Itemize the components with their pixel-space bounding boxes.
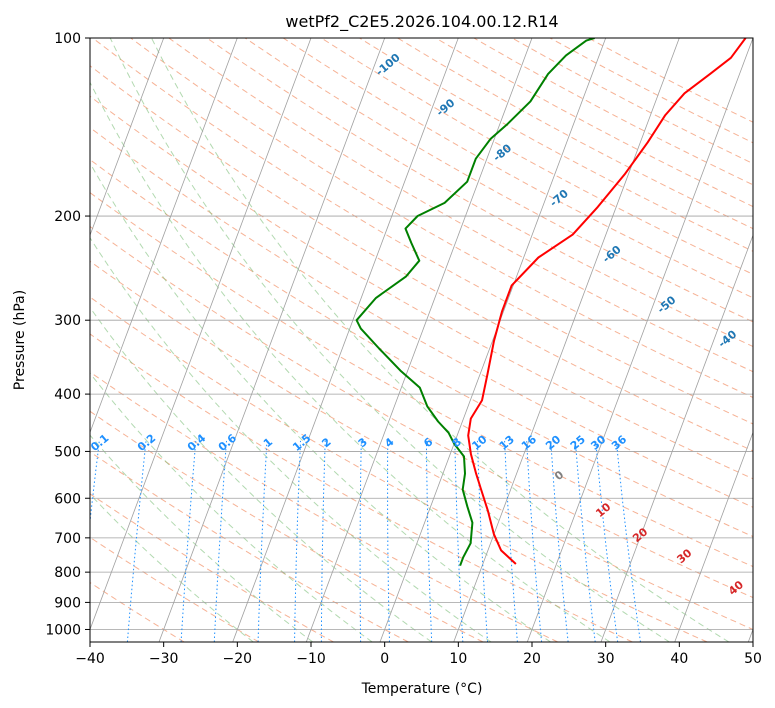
isotherm-line xyxy=(90,38,312,631)
plot-frame xyxy=(89,37,754,643)
x-axis: −40 −30 −20 −10 0 10 20 30 40 50 xyxy=(75,642,762,667)
y-tick-label: 200 xyxy=(54,209,81,225)
mixing-ratio-line xyxy=(213,440,227,642)
dry-adiabat-line xyxy=(90,192,753,568)
dry-adiabat-line xyxy=(244,38,753,323)
mixing-ratio-line xyxy=(476,440,489,642)
isotherm-line xyxy=(90,38,238,434)
dry-adiabat-line xyxy=(130,38,753,399)
x-tick-label: −40 xyxy=(75,651,105,667)
isotherm-line xyxy=(379,38,607,642)
moist-adiabat-line xyxy=(90,162,551,642)
mixing-ratio-line xyxy=(126,440,147,642)
moist-adiabat-line xyxy=(109,38,670,642)
dry-adiabat-line xyxy=(90,126,753,508)
x-tick-label: 0 xyxy=(380,651,389,667)
x-axis-label: Temperature (°C) xyxy=(361,681,483,697)
y-tick-label: 300 xyxy=(54,313,81,329)
isotherm-line xyxy=(305,38,533,642)
x-tick-label: 10 xyxy=(449,651,467,667)
dry-adiabat-line xyxy=(90,296,708,642)
dry-adiabat-line xyxy=(90,493,334,642)
isotherm-line xyxy=(90,38,165,237)
isotherm-line xyxy=(232,38,459,642)
isotherm-line xyxy=(600,234,753,642)
mixing-ratio-line xyxy=(454,440,464,642)
x-tick-label: 20 xyxy=(523,651,541,667)
moist-adiabat-line xyxy=(90,306,432,642)
mixing-ratio-line xyxy=(574,440,596,642)
y-tick-label: 500 xyxy=(54,444,81,460)
mixing-ratio-line xyxy=(387,440,390,642)
plot-area xyxy=(90,38,753,642)
mixing-ratio-line xyxy=(526,440,543,642)
mixing-ratio-line xyxy=(504,440,518,642)
moist-adiabat-line xyxy=(90,434,314,642)
mixing-ratio-line xyxy=(595,440,619,642)
temperature-line xyxy=(467,38,747,565)
mixing-ratio-line xyxy=(294,440,301,642)
moist-adiabat-line xyxy=(90,236,492,642)
x-tick-label: −20 xyxy=(223,651,253,667)
y-tick-label: 1000 xyxy=(45,622,81,638)
mixing-ratio-line xyxy=(359,440,362,642)
dry-adiabat-line xyxy=(92,38,753,425)
moist-adiabat-line xyxy=(90,81,611,642)
x-tick-label: 40 xyxy=(670,651,688,667)
mixing-ratio-line xyxy=(550,440,569,642)
y-tick-label: 400 xyxy=(54,387,81,403)
dry-adiabat-line xyxy=(90,536,260,642)
isotherm-line xyxy=(674,431,753,642)
dewpoint-line xyxy=(355,38,595,566)
mixing-ratio-line xyxy=(615,440,641,642)
chart-title: wetPf2_C2E5.2026.104.00.12.R14 xyxy=(285,12,558,32)
isotherm-line xyxy=(526,38,753,642)
dry-adiabat-line xyxy=(90,410,484,642)
mixing-ratio-line xyxy=(320,440,326,642)
x-tick-label: −30 xyxy=(149,651,179,667)
dry-adiabat-line xyxy=(282,38,753,299)
isotherm-line xyxy=(158,38,386,642)
isotherm-line xyxy=(453,38,680,642)
x-tick-label: 30 xyxy=(597,651,615,667)
x-tick-label: −10 xyxy=(296,651,326,667)
y-tick-label: 800 xyxy=(54,565,81,581)
y-tick-label: 900 xyxy=(54,595,81,611)
mixing-ratio-line xyxy=(180,440,197,642)
y-tick-label: 700 xyxy=(54,531,81,547)
y-tick-label: 600 xyxy=(54,491,81,507)
dry-adiabat-line xyxy=(90,371,558,642)
dry-adiabat-line xyxy=(90,159,753,538)
mixing-ratio-line xyxy=(425,440,433,642)
y-axis: 100 200 300 400 500 600 700 800 900 1000 xyxy=(45,31,90,638)
mixing-ratio-line xyxy=(257,440,268,642)
y-tick-label: 100 xyxy=(54,31,81,47)
y-axis-label: Pressure (hPa) xyxy=(12,290,28,390)
x-tick-label: 50 xyxy=(744,651,762,667)
